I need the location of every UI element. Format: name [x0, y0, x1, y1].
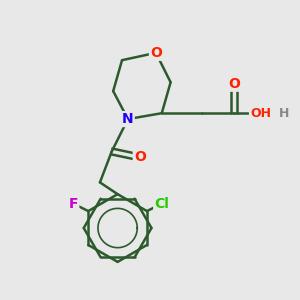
Text: F: F	[69, 197, 78, 211]
Text: OH: OH	[250, 107, 271, 120]
Text: O: O	[228, 77, 240, 91]
Text: Cl: Cl	[154, 197, 169, 211]
Text: O: O	[134, 150, 146, 164]
Text: H: H	[279, 107, 289, 120]
Text: O: O	[150, 46, 162, 60]
Text: N: N	[122, 112, 134, 126]
